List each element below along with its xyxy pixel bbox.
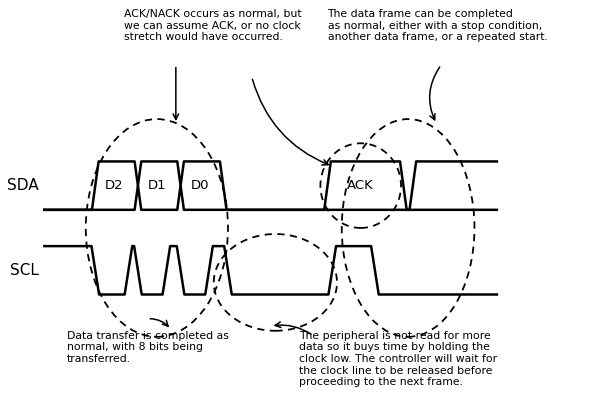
- Text: ACK/NACK occurs as normal, but
we can assume ACK, or no clock
stretch would have: ACK/NACK occurs as normal, but we can as…: [124, 9, 301, 42]
- Text: SCL: SCL: [10, 263, 38, 278]
- Text: The data frame can be completed
as normal, either with a stop condition,
another: The data frame can be completed as norma…: [328, 9, 547, 42]
- Text: D1: D1: [148, 179, 166, 192]
- Text: ACK: ACK: [347, 179, 374, 192]
- Text: The peripheral is not read for more
data so it buys time by holding the
clock lo: The peripheral is not read for more data…: [299, 331, 497, 387]
- Text: Data transfer is completed as
normal, with 8 bits being
transferred.: Data transfer is completed as normal, wi…: [67, 331, 229, 364]
- Text: D0: D0: [190, 179, 209, 192]
- Text: D2: D2: [105, 179, 124, 192]
- Text: SDA: SDA: [7, 178, 38, 193]
